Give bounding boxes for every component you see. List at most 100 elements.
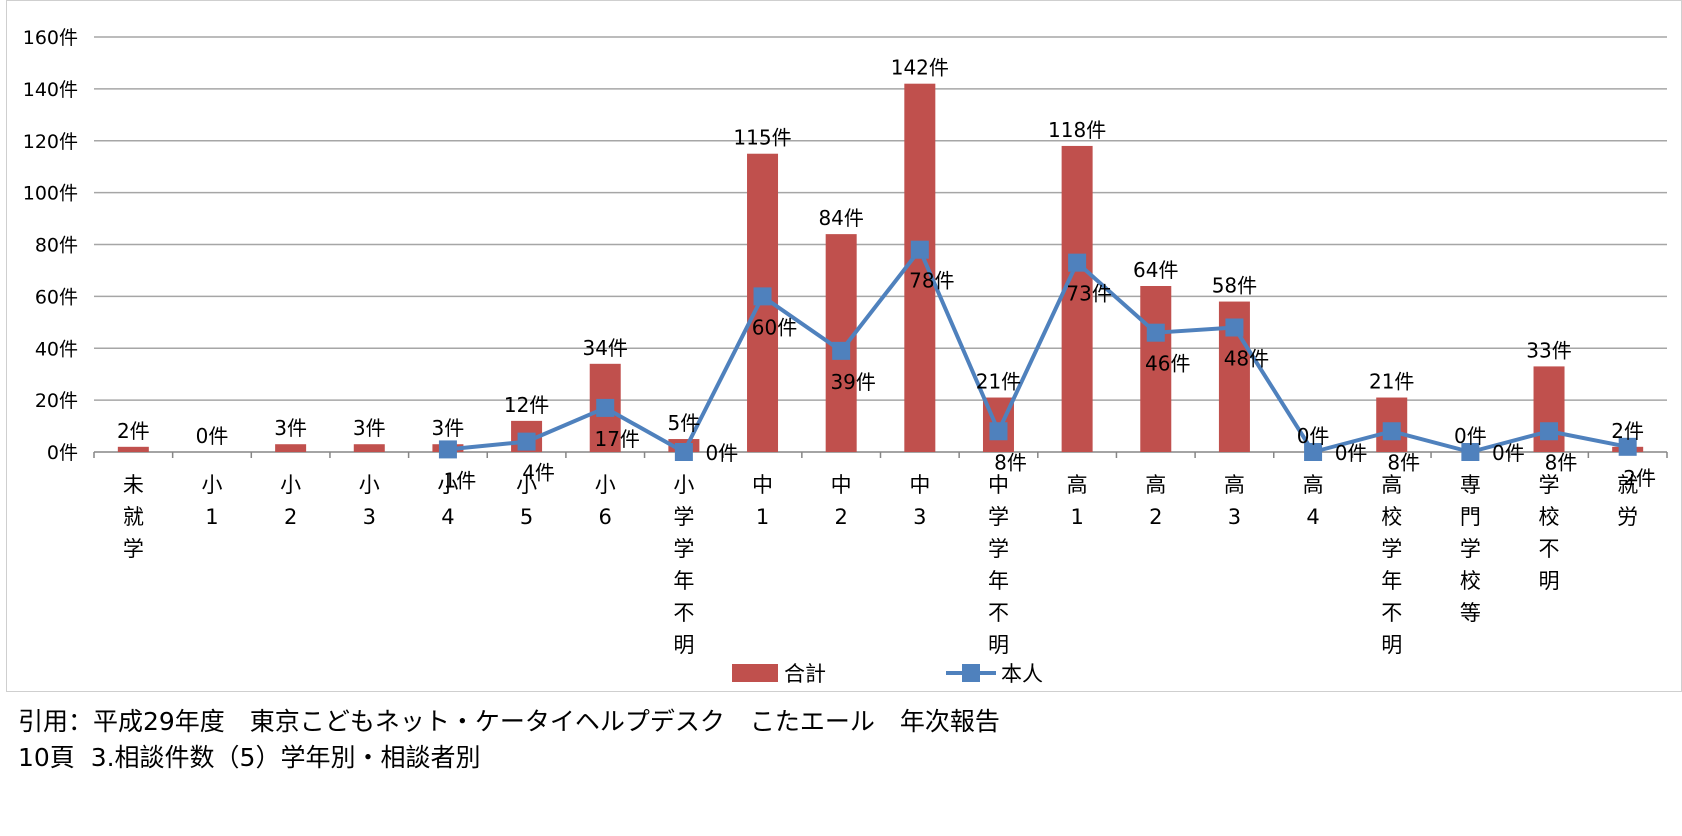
bar-data-label: 12件 [504, 393, 549, 417]
bar-data-label: 34件 [582, 336, 627, 360]
citation-line-2: 10頁 3.相談件数（5）学年別・相談者別 [18, 743, 481, 772]
legend-swatch-marker [962, 664, 980, 682]
legend-label: 合計 [784, 662, 826, 686]
category-label: 2 [284, 505, 297, 529]
bar [275, 444, 307, 452]
category-label: 高 [1224, 473, 1245, 497]
bar-data-label: 33件 [1526, 338, 1571, 362]
bar-data-label: 3件 [432, 416, 465, 440]
line-data-label: 73件 [1066, 282, 1111, 306]
bar-data-label: 118件 [1048, 118, 1106, 142]
category-label: 小 [201, 473, 222, 497]
category-label: 2 [834, 505, 847, 529]
y-tick-label: 160件 [23, 27, 78, 49]
bar [117, 446, 149, 452]
line-marker [832, 341, 851, 360]
category-label: 中 [752, 473, 773, 497]
line-data-label: 0件 [1492, 441, 1525, 465]
category-label: 6 [599, 505, 612, 529]
line-data-label: 2件 [1623, 466, 1656, 490]
bar-data-label: 2件 [117, 419, 150, 443]
category-label: 高 [1381, 473, 1402, 497]
line-data-label: 0件 [706, 441, 739, 465]
category-label: 3 [1228, 505, 1241, 529]
category-label: 学 [1381, 537, 1402, 561]
category-label: 1 [1070, 505, 1083, 529]
category-label: 高 [1145, 473, 1166, 497]
line-data-label: 60件 [752, 315, 797, 339]
line-data-label: 1件 [444, 468, 477, 492]
bar [1061, 145, 1093, 452]
line-data-label: 8件 [1387, 450, 1420, 474]
line-marker [596, 398, 615, 417]
bar-data-label: 84件 [818, 206, 863, 230]
gridlines [94, 36, 1667, 453]
category-label: 4 [441, 505, 454, 529]
category-label: 1 [756, 505, 769, 529]
category-label: 学 [988, 537, 1009, 561]
category-label: 明 [988, 633, 1009, 657]
category-label: 校 [1460, 569, 1481, 593]
category-label: 不 [1539, 537, 1560, 561]
citation: 引用：平成29年度 東京こどもネット・ケータイヘルプデスク こたエール 年次報告… [18, 704, 1000, 776]
line-marker [1618, 437, 1637, 456]
category-label: 2 [1149, 505, 1162, 529]
category-label: 中 [988, 473, 1009, 497]
category-label: 学 [1539, 473, 1560, 497]
category-label: 校 [1381, 505, 1402, 529]
bar-data-label: 0件 [1297, 424, 1330, 448]
bar-data-label: 0件 [196, 424, 229, 448]
bar-data-label: 58件 [1212, 274, 1257, 298]
line-marker [674, 443, 693, 461]
category-label: 年 [1381, 569, 1402, 593]
category-label: 小 [280, 473, 301, 497]
citation-line-1: 引用：平成29年度 東京こどもネット・ケータイヘルプデスク こたエール 年次報告 [18, 707, 1000, 736]
line-marker [1225, 318, 1244, 337]
bar-data-label: 64件 [1133, 258, 1178, 282]
category-label: 中 [831, 473, 852, 497]
y-tick-label: 0件 [47, 442, 78, 464]
category-label: 3 [913, 505, 926, 529]
bar-data-label: 0件 [1454, 424, 1487, 448]
line-marker [1068, 253, 1087, 272]
line-marker [517, 432, 536, 451]
category-label: 学 [988, 505, 1009, 529]
bar-data-label: 3件 [353, 416, 386, 440]
category-label: 労 [1617, 505, 1638, 529]
line-data-label: 39件 [830, 370, 875, 394]
y-tick-label: 60件 [35, 286, 78, 308]
category-label: 高 [1067, 473, 1088, 497]
category-label: 小 [516, 473, 537, 497]
bar-data-label: 142件 [891, 56, 949, 80]
category-label: 明 [1539, 569, 1560, 593]
y-tick-label: 80件 [35, 235, 78, 257]
category-label: 就 [1617, 473, 1638, 497]
category-label: 中 [909, 473, 930, 497]
bar-data-label: 2件 [1611, 419, 1644, 443]
category-label: 学 [673, 537, 694, 561]
y-tick-label: 20件 [35, 390, 78, 412]
category-label: 4 [1306, 505, 1319, 529]
category-label: 3 [363, 505, 376, 529]
line-marker [1540, 422, 1559, 441]
line-data-label: 0件 [1335, 441, 1368, 465]
category-label: 等 [1460, 601, 1481, 625]
category-label: 小 [673, 473, 694, 497]
category-label: 年 [673, 569, 694, 593]
category-label: 学 [1460, 537, 1481, 561]
line-data-label: 17件 [594, 427, 639, 451]
bar [904, 83, 936, 452]
bar-data-label: 21件 [976, 370, 1021, 394]
legend-swatch-bar [732, 664, 778, 682]
category-label: 校 [1539, 505, 1560, 529]
category-label: 就 [123, 505, 144, 529]
y-tick-label: 140件 [23, 79, 78, 101]
line-marker [1304, 443, 1323, 461]
category-label: 明 [1381, 633, 1402, 657]
category-label: 5 [520, 505, 533, 529]
bar-data-label: 21件 [1369, 370, 1414, 394]
legend-label: 本人 [1001, 662, 1043, 686]
category-label: 不 [1381, 601, 1402, 625]
bar-data-label: 115件 [733, 126, 791, 150]
line-marker [1146, 323, 1165, 342]
